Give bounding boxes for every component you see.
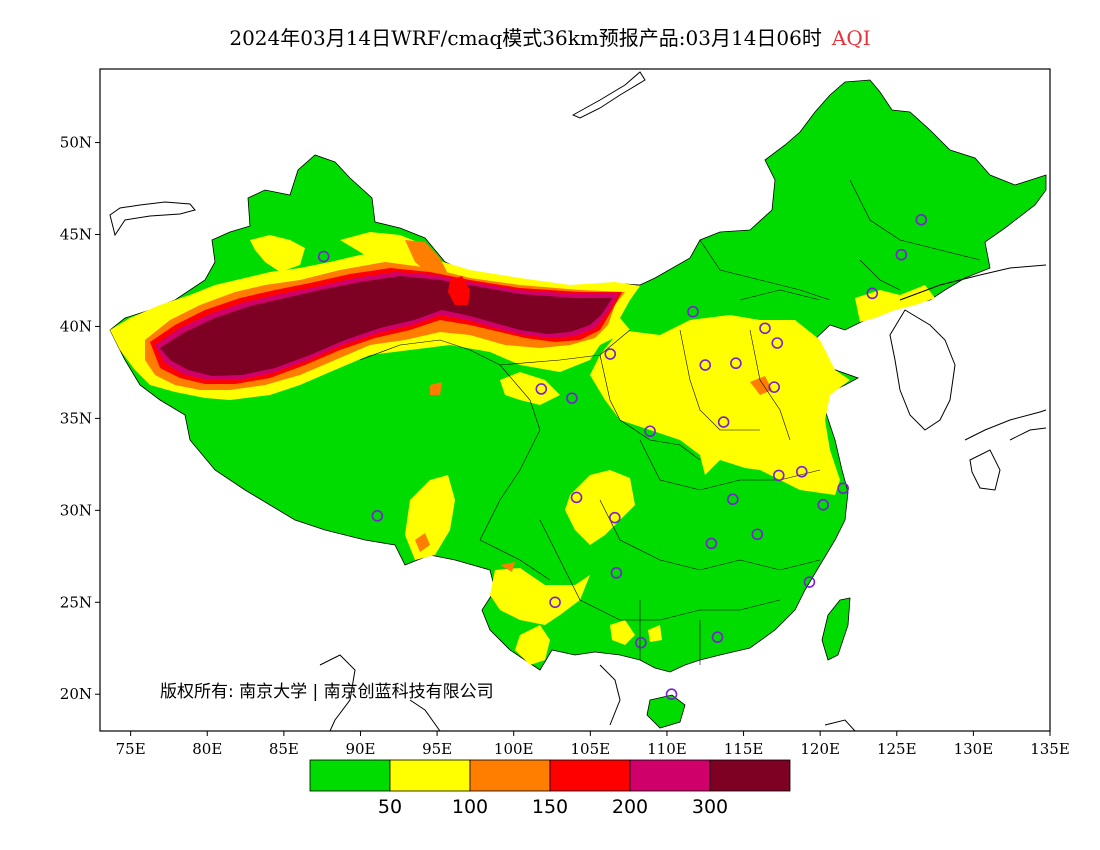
colorbar-swatch [389, 759, 471, 792]
station-marker [570, 491, 583, 504]
colorbar-swatch [469, 759, 551, 792]
station-marker [705, 537, 718, 550]
colorbar-label: 200 [612, 796, 648, 818]
x-tick-label: 85E [269, 740, 299, 758]
taiwan-island [821, 597, 851, 661]
station-marker [837, 482, 849, 495]
station-marker [687, 305, 699, 318]
station-marker [317, 250, 330, 263]
station-marker [771, 337, 784, 349]
colorbar-swatch [309, 759, 391, 792]
y-tick-label: 30N [60, 501, 92, 519]
station-marker [795, 465, 808, 478]
station-marker [635, 636, 647, 649]
aqi-hazardous-zone [160, 276, 612, 376]
title-variable: AQI [831, 26, 871, 50]
station-marker [371, 510, 384, 522]
hainan-island [646, 694, 686, 729]
colorbar-label: 300 [692, 796, 728, 818]
station-marker [768, 381, 780, 393]
x-tick-label: 135E [1030, 740, 1070, 758]
aqi-red-core [448, 276, 470, 305]
y-tick-label: 40N [60, 317, 92, 335]
china-landmass [109, 79, 1047, 673]
station-marker [751, 528, 764, 541]
station-marker [644, 425, 656, 438]
x-tick-label: 90E [345, 740, 375, 758]
x-tick-label: 95E [422, 740, 452, 758]
y-tick-label: 35N [60, 409, 92, 427]
x-tick-label: 125E [877, 740, 917, 758]
colorbar-swatch [549, 759, 631, 792]
neighbor-coastlines [319, 264, 1047, 731]
title-main: 2024年03月14日WRF/cmaq模式36km预报产品:03月14日06时 [229, 26, 822, 50]
x-tick-label: 130E [954, 740, 994, 758]
station-marker [915, 213, 928, 226]
station-marker [566, 392, 578, 404]
copyright-text: 版权所有: 南京大学 | 南京创蓝科技有限公司 [160, 682, 494, 702]
province-boundaries [359, 179, 981, 665]
station-marker [759, 322, 771, 335]
kazakh-coast-line [109, 201, 196, 237]
station-marker [717, 416, 730, 428]
station-marker [549, 596, 561, 609]
map-content [109, 71, 1047, 731]
map-title: 2024年03月14日WRF/cmaq模式36km预报产品:03月14日06时 A… [0, 22, 1100, 51]
y-tick-label: 50N [60, 134, 92, 152]
x-tick-label: 110E [647, 740, 687, 758]
station-marker [699, 359, 712, 371]
aqi-colorbar: 50 100 150 200 300 [309, 759, 791, 818]
x-axis: 75E 80E 85E 90E 95E 100E 105E 110E 115E 120E 125E 1… [116, 731, 1070, 758]
colorbar-swatch [709, 759, 791, 792]
y-tick-label: 45N [60, 226, 92, 244]
x-tick-label: 75E [116, 740, 146, 758]
station-marker [604, 348, 617, 360]
x-tick-label: 115E [724, 740, 764, 758]
station-marker [895, 248, 908, 261]
mongolia-coast-line [571, 71, 646, 119]
y-axis: 20N 25N 30N 35N 40N 45N 50N [60, 134, 100, 703]
station-marker [610, 567, 623, 579]
station-marker [535, 383, 548, 395]
y-tick-label: 25N [60, 593, 92, 611]
x-tick-label: 105E [571, 740, 611, 758]
x-tick-label: 80E [192, 740, 222, 758]
monitoring-stations [317, 213, 928, 701]
colorbar-label: 150 [532, 796, 568, 818]
station-marker [730, 357, 742, 370]
colorbar-swatch [629, 759, 711, 792]
station-marker [817, 499, 830, 511]
x-tick-label: 120E [800, 740, 840, 758]
station-marker [803, 576, 816, 588]
station-marker [665, 688, 678, 701]
map-frame [99, 68, 1051, 732]
x-tick-label: 100E [494, 740, 534, 758]
station-marker [727, 493, 739, 506]
y-tick-label: 20N [60, 685, 92, 703]
colorbar-label: 100 [452, 796, 488, 818]
colorbar-label: 50 [378, 796, 402, 818]
station-marker [772, 469, 785, 482]
station-marker [866, 287, 879, 300]
station-marker [711, 631, 724, 644]
station-marker [609, 511, 621, 524]
